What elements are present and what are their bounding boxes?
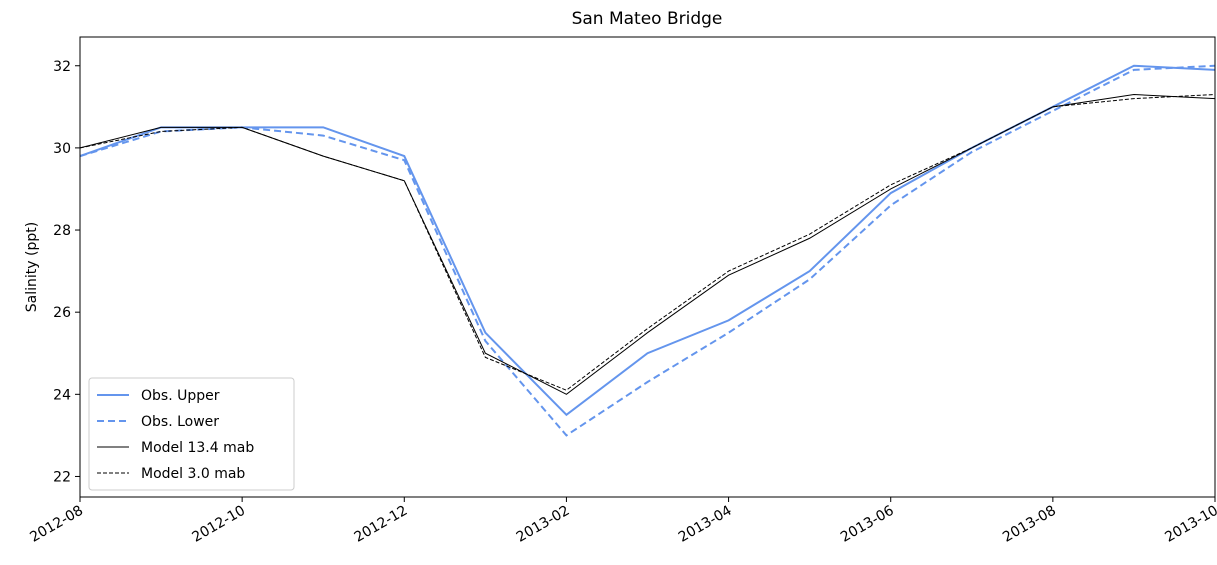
legend-label: Model 3.0 mab	[141, 466, 245, 482]
y-tick-label: 32	[53, 59, 71, 75]
y-tick-label: 24	[53, 387, 71, 403]
x-tick-label: 2012-10	[189, 503, 248, 546]
x-tick-label: 2012-08	[27, 503, 86, 546]
y-tick-label: 30	[53, 141, 71, 157]
legend-label: Obs. Lower	[141, 414, 219, 430]
series-line	[79, 94, 1216, 391]
x-tick-label: 2013-10	[1162, 503, 1217, 546]
plot-frame	[79, 36, 1216, 498]
series-line	[79, 64, 1216, 437]
y-axis-label: Salinity (ppt)	[24, 222, 40, 312]
x-tick-label: 2013-06	[838, 503, 897, 546]
legend-label: Model 13.4 mab	[141, 440, 254, 456]
y-tick-label: 26	[53, 305, 71, 321]
x-tick-label: 2013-08	[1000, 503, 1059, 546]
series-line	[79, 64, 1216, 417]
series-line	[79, 93, 1216, 395]
y-tick-label: 22	[53, 469, 71, 485]
y-tick-label: 28	[53, 223, 71, 239]
legend-label: Obs. Upper	[141, 388, 220, 404]
chart-title: San Mateo Bridge	[572, 9, 723, 29]
x-tick-label: 2012-12	[352, 503, 411, 546]
x-tick-label: 2013-02	[514, 503, 573, 546]
legend-box	[88, 377, 295, 491]
x-tick-label: 2013-04	[676, 503, 735, 546]
